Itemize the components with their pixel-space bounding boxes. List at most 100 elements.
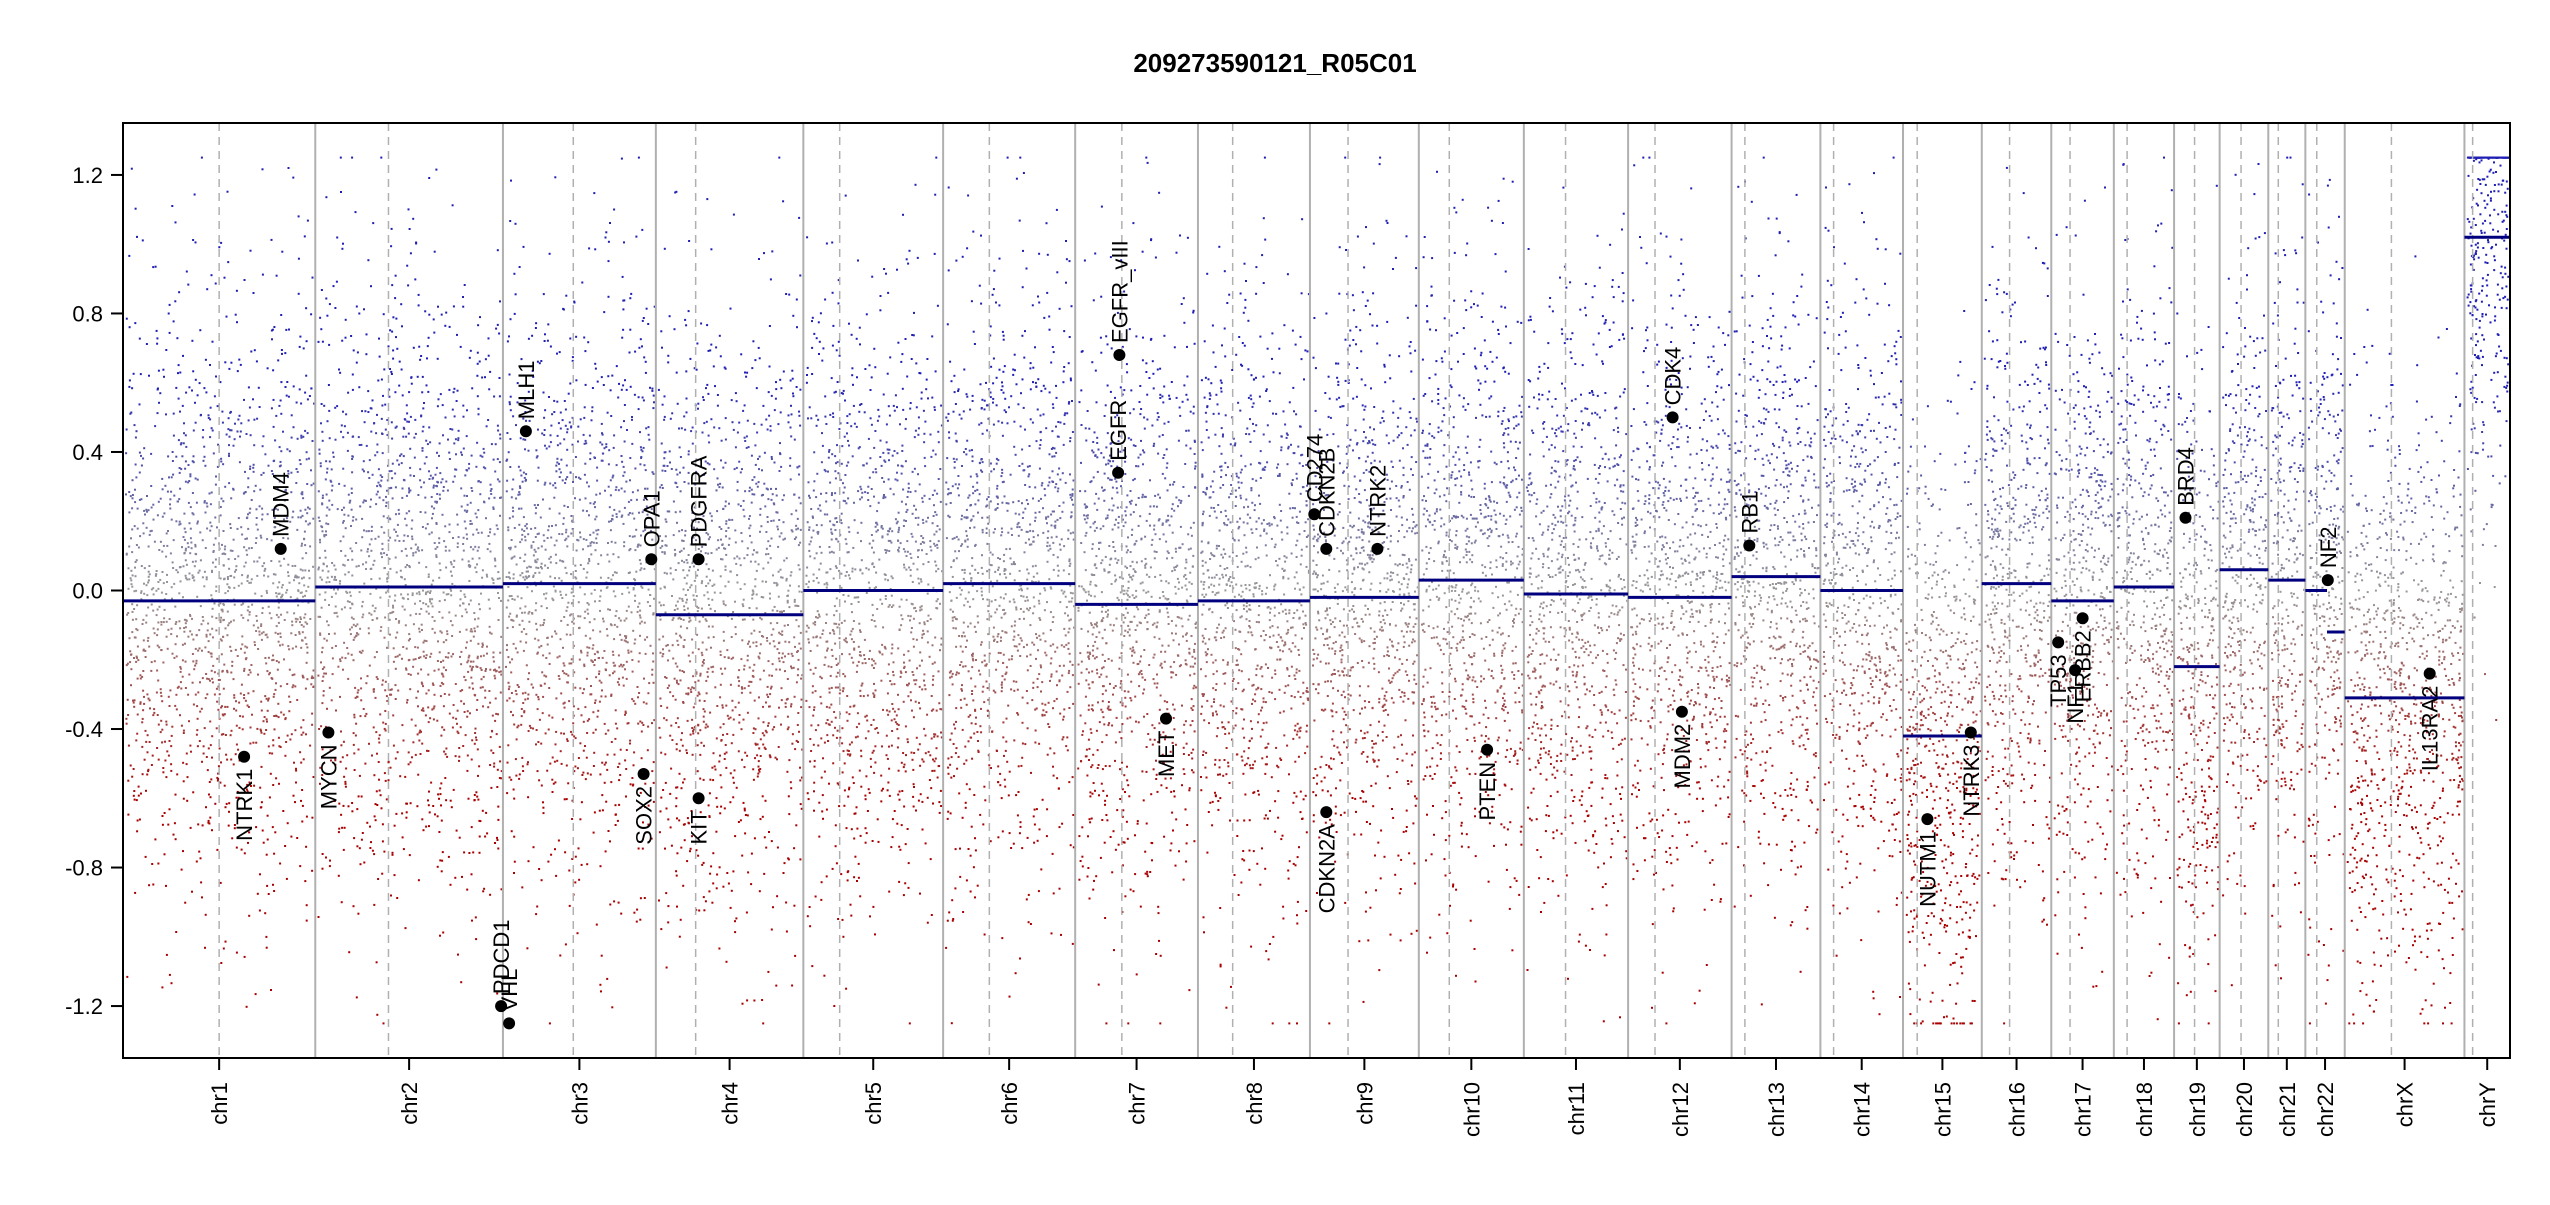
- probe-point: [637, 847, 640, 850]
- probe-point: [762, 705, 764, 708]
- probe-point: [183, 512, 186, 515]
- probe-point: [241, 715, 244, 718]
- probe-point: [168, 618, 171, 620]
- probe-point: [304, 594, 306, 597]
- probe-point: [247, 486, 250, 489]
- probe-point: [652, 761, 655, 764]
- probe-point: [542, 534, 545, 537]
- probe-point: [642, 530, 645, 533]
- probe-point: [571, 443, 574, 446]
- probe-point: [223, 663, 226, 666]
- probe-point: [554, 743, 557, 746]
- probe-point: [669, 572, 672, 575]
- probe-point: [607, 608, 610, 611]
- probe-point: [614, 595, 617, 598]
- probe-point: [219, 621, 222, 624]
- probe-point: [235, 796, 238, 799]
- probe-point: [781, 630, 784, 633]
- probe-point: [263, 569, 266, 572]
- probe-point: [615, 365, 618, 368]
- probe-point: [424, 657, 427, 659]
- probe-point: [364, 762, 367, 765]
- probe-point: [387, 539, 390, 542]
- probe-point: [425, 603, 428, 606]
- probe-point: [331, 673, 334, 676]
- probe-point: [159, 540, 162, 543]
- probe-point: [361, 517, 364, 520]
- probe-point: [481, 569, 484, 572]
- probe-point: [445, 669, 447, 672]
- probe-point: [402, 435, 405, 438]
- probe-point: [707, 582, 710, 585]
- probe-point: [233, 827, 236, 830]
- probe-point: [773, 726, 776, 729]
- probe-point: [608, 560, 611, 563]
- probe-point: [295, 576, 298, 579]
- probe-point: [308, 395, 311, 397]
- probe-point: [566, 428, 569, 431]
- probe-point: [411, 535, 414, 538]
- probe-point: [629, 742, 631, 745]
- probe-point: [441, 851, 444, 854]
- probe-point: [767, 498, 770, 501]
- probe-point: [199, 605, 202, 608]
- probe-point: [580, 714, 583, 717]
- probe-point: [547, 323, 550, 326]
- probe-point: [549, 441, 552, 444]
- probe-point: [575, 549, 578, 552]
- probe-point: [698, 699, 701, 702]
- probe-point: [439, 472, 442, 475]
- probe-point: [525, 523, 528, 526]
- probe-point: [273, 715, 276, 717]
- probe-point: [271, 473, 274, 475]
- probe-point: [285, 591, 288, 594]
- probe-point: [307, 523, 310, 526]
- probe-point: [287, 472, 290, 475]
- probe-point: [144, 656, 147, 658]
- probe-point: [128, 491, 131, 493]
- probe-point: [571, 520, 574, 523]
- probe-point: [562, 560, 565, 563]
- probe-point: [664, 535, 667, 538]
- probe-point: [469, 546, 472, 549]
- probe-point: [740, 658, 743, 661]
- probe-point: [586, 654, 589, 657]
- probe-point: [627, 513, 630, 516]
- probe-point: [498, 745, 501, 748]
- probe-point: [264, 912, 267, 915]
- probe-point: [695, 849, 698, 852]
- probe-point: [328, 437, 331, 440]
- probe-point: [555, 730, 558, 733]
- probe-point: [540, 567, 543, 570]
- probe-point: [641, 345, 643, 348]
- probe-point: [376, 678, 379, 680]
- probe-point: [515, 738, 518, 741]
- probe-point: [557, 422, 560, 425]
- probe-point: [171, 205, 174, 207]
- probe-point: [461, 615, 464, 618]
- probe-point: [621, 676, 624, 679]
- probe-point: [790, 404, 792, 407]
- probe-point: [498, 666, 501, 669]
- probe-point: [574, 564, 577, 567]
- probe-point: [463, 509, 466, 512]
- probe-point: [408, 658, 411, 661]
- probe-point: [160, 695, 163, 698]
- probe-point: [635, 528, 638, 531]
- probe-point: [634, 549, 637, 552]
- probe-point: [699, 672, 702, 675]
- probe-point: [200, 413, 202, 416]
- probe-point: [159, 578, 162, 581]
- probe-point: [554, 482, 557, 485]
- probe-point: [631, 512, 634, 515]
- probe-point: [427, 612, 430, 615]
- probe-point: [513, 555, 516, 558]
- probe-point: [505, 606, 508, 609]
- probe-point: [211, 627, 214, 630]
- probe-point: [278, 560, 281, 563]
- probe-point: [342, 535, 345, 538]
- probe-point: [162, 771, 165, 774]
- probe-point: [366, 548, 369, 551]
- probe-point: [623, 241, 625, 244]
- probe-point: [233, 696, 236, 699]
